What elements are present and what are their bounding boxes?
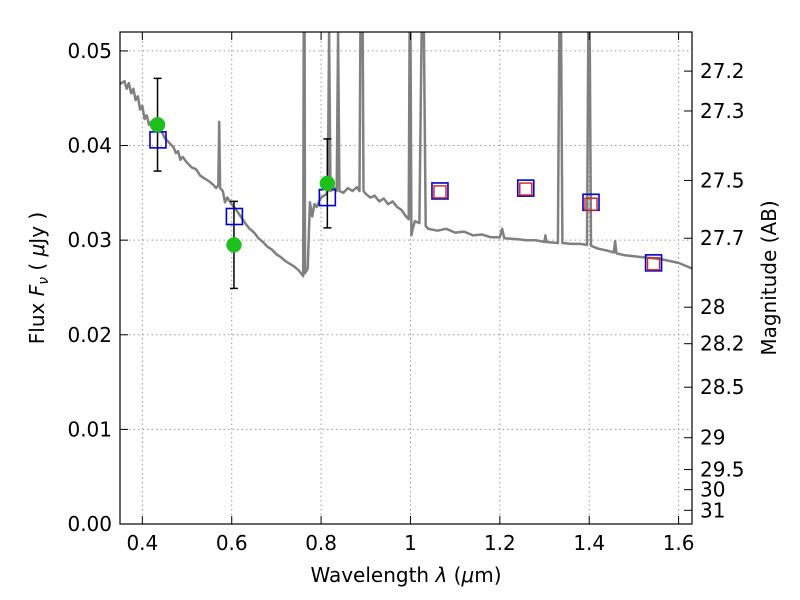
x-tick-label-2: 0.8 [305, 531, 337, 555]
x-axis-title-symbol: λ [434, 563, 447, 587]
y-axis-title: Flux Fν ( μJy ) [25, 212, 52, 344]
y-tick-label-3: 0.03 [67, 228, 112, 252]
x-axis-title-unit: m) [474, 563, 501, 587]
observed-point-1 [226, 237, 242, 253]
x-tick-label-4: 1.2 [484, 531, 516, 555]
x-tick-label-1: 0.6 [216, 531, 248, 555]
red-square-point-2 [584, 197, 598, 211]
y-axis-title-close: ) [25, 212, 49, 226]
y-tick-label-4: 0.04 [67, 134, 112, 158]
mag-tick-label-7: 29 [700, 426, 725, 450]
mag-tick-label-1: 27.3 [700, 99, 745, 123]
mag-tick-label-5: 28.2 [700, 332, 745, 356]
tick-layer: 0.4 0.6 0.8 1 1.2 1.4 1.6 0.00 0.01 0.02 0.03 0.04 0… [67, 32, 745, 555]
x-tick-label-6: 1.6 [663, 531, 695, 555]
series-layer [120, 32, 692, 290]
mag-tick-label-9: 30 [700, 478, 725, 502]
mag-tick-label-0: 27.2 [700, 59, 745, 83]
observed-point-0 [149, 116, 166, 133]
x-axis-title: Wavelength λ (μm) [310, 563, 501, 587]
y-tick-label-2: 0.02 [67, 323, 112, 347]
blue-square-point-3 [431, 182, 449, 200]
mag-tick-label-10: 31 [700, 498, 725, 522]
mag-tick-label-3: 27.7 [700, 226, 745, 250]
y-tick-label-0: 0.00 [67, 512, 112, 536]
x-axis-title-open: ( [447, 563, 461, 587]
mag-tick-label-2: 27.5 [700, 168, 745, 192]
model-spectrum-line [120, 32, 692, 278]
x-axis-title-prefix: Wavelength [310, 563, 435, 587]
red-square-point-0 [433, 185, 447, 199]
blue-square-point-4 [516, 179, 535, 197]
y-axis-title-prefix: Flux [25, 296, 49, 344]
red-square-point-1 [519, 182, 533, 196]
y-axis-title-subscript: ν [36, 277, 52, 285]
y-tick-label-5: 0.05 [67, 39, 112, 63]
x-tick-label-3: 1 [404, 531, 417, 555]
observed-point-2 [319, 175, 336, 192]
y-axis-title-open: ( [25, 256, 49, 277]
blue-square-point-1 [225, 207, 244, 226]
x-tick-label-5: 1.4 [573, 531, 605, 555]
y-axis-title-unit-symbol: μ [25, 244, 49, 258]
magnitude-axis-title: Magnitude (AB) [757, 200, 781, 355]
x-axis-title-unit-symbol: μ [460, 563, 474, 587]
x-tick-label-0: 0.4 [126, 531, 158, 555]
y-axis-title-symbol: F [25, 284, 49, 296]
plot-frame [119, 31, 693, 525]
y-tick-label-1: 0.01 [67, 417, 112, 441]
clipped-series [120, 32, 692, 290]
mag-tick-label-8: 29.5 [700, 458, 745, 482]
y-axis-title-unit: Jy [25, 226, 49, 246]
mag-tick-label-6: 28.5 [700, 375, 745, 399]
mag-tick-label-4: 28 [700, 295, 725, 319]
grid-layer [120, 32, 692, 525]
red-square-point-3 [646, 257, 661, 271]
blue-square-point-6 [644, 254, 663, 272]
